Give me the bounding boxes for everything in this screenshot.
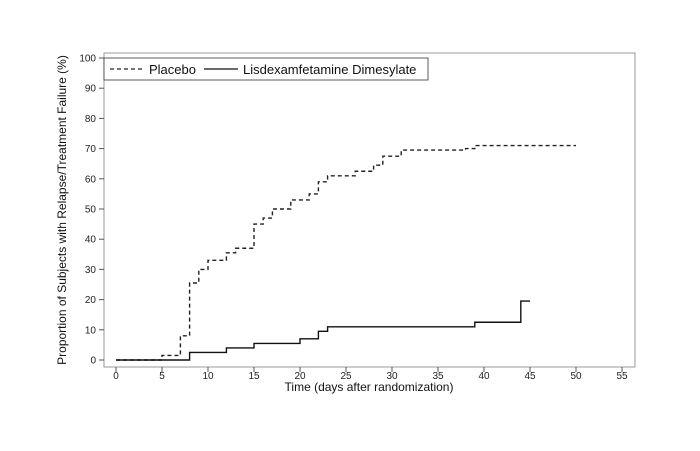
series-layer: [116, 144, 576, 361]
x-tick-label: 20: [294, 371, 306, 382]
x-tick-label: 55: [616, 371, 628, 382]
legend-label-placebo: Placebo: [149, 62, 196, 77]
y-tick-label: 30: [85, 265, 97, 276]
legend-label-lisdexamfetamine: Lisdexamfetamine Dimesylate: [243, 62, 416, 77]
y-axis-ticks: 0 10 20 30 40 50 60 70 80 90 100: [79, 54, 104, 367]
x-tick-label: 15: [248, 371, 260, 382]
x-tick-label: 25: [340, 371, 352, 382]
x-tick-label: 50: [570, 371, 582, 382]
y-tick-label: 90: [85, 84, 97, 95]
y-tick-label: 40: [85, 235, 97, 246]
y-tick-label: 80: [85, 114, 97, 125]
x-tick-label: 45: [524, 371, 536, 382]
x-axis-ticks: 0 5 10 15 20 25 30 35 40 45 50 55: [113, 367, 628, 382]
x-tick-label: 5: [159, 371, 165, 382]
y-tick-label: 0: [90, 356, 96, 367]
legend-box: [103, 57, 429, 81]
x-axis-title: Time (days after randomization): [285, 380, 454, 394]
x-tick-label: 30: [386, 371, 398, 382]
series-line-placebo: [116, 144, 576, 361]
x-tick-label: 0: [113, 371, 119, 382]
series-line-lisdexamfetamine: [116, 300, 530, 361]
x-tick-label: 40: [478, 371, 490, 382]
y-tick-label: 100: [79, 54, 96, 65]
y-tick-label: 20: [85, 295, 97, 306]
legend: Placebo Lisdexamfetamine Dimesylate: [103, 57, 429, 81]
y-tick-label: 60: [85, 174, 97, 185]
plot-frame: [103, 52, 636, 368]
x-tick-label: 35: [432, 371, 444, 382]
x-tick-label: 10: [202, 371, 214, 382]
y-tick-label: 10: [85, 325, 97, 336]
y-tick-label: 50: [85, 205, 97, 216]
y-axis-title: Proportion of Subjects with Relapse/Trea…: [55, 55, 69, 365]
y-tick-label: 70: [85, 144, 97, 155]
